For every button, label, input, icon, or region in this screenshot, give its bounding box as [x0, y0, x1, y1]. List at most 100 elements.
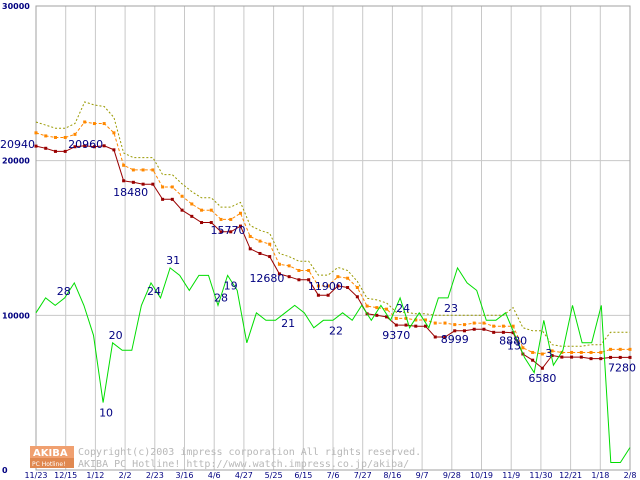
count-annotation: 20	[109, 329, 123, 342]
data-point-price	[579, 355, 583, 359]
data-point-price	[375, 313, 379, 317]
logo-box-bottom	[30, 458, 74, 468]
count-annotation: 3	[545, 347, 552, 360]
data-point-upper-orange	[161, 185, 165, 189]
data-point-price	[346, 285, 350, 289]
price-annotation: 20940	[0, 138, 35, 151]
data-point-upper-orange	[492, 324, 496, 328]
series-line-upper-orange	[35, 121, 630, 355]
data-point-upper-orange	[472, 321, 476, 325]
count-annotation: 23	[444, 302, 458, 315]
x-tick-label: 2/8	[624, 471, 637, 480]
count-annotation: 24	[396, 302, 410, 315]
data-point-upper-orange	[229, 217, 233, 221]
data-point-price	[599, 357, 603, 361]
count-annotation: 31	[166, 254, 180, 267]
data-point-price	[414, 324, 418, 328]
x-tick-label: 12/15	[54, 471, 77, 480]
data-point-upper-orange	[63, 135, 67, 139]
data-point-upper-orange	[44, 134, 48, 138]
data-point-price	[385, 315, 389, 319]
series-line-price	[35, 145, 630, 369]
y-tick-label: 10000	[2, 311, 30, 320]
grid	[35, 5, 631, 471]
data-point-upper-orange	[53, 135, 57, 139]
data-point-price	[394, 323, 398, 327]
data-point-upper-orange	[141, 168, 145, 172]
y-tick-label: 30000	[2, 2, 30, 11]
data-point-price	[170, 197, 174, 201]
data-point-price	[511, 331, 515, 335]
count-annotation: 13	[507, 339, 521, 352]
data-point-upper-orange	[531, 350, 535, 354]
data-point-price	[200, 221, 204, 225]
y-tick-label: 0	[2, 466, 8, 475]
x-tick-label: 12/21	[559, 471, 582, 480]
data-point-price	[268, 255, 272, 259]
data-point-price	[102, 144, 106, 148]
data-point-upper-orange	[346, 276, 350, 280]
count-annotation: 19	[224, 279, 238, 292]
data-point-price	[589, 357, 593, 361]
data-point-price	[404, 323, 408, 327]
data-point-upper-orange	[394, 316, 398, 320]
x-tick-label: 2/2	[119, 471, 132, 480]
data-point-price	[44, 146, 48, 150]
data-point-upper-orange	[151, 168, 155, 172]
x-tick-label: 11/23	[24, 471, 47, 480]
data-point-upper-orange	[170, 185, 174, 189]
price-annotation: 12680	[249, 272, 284, 285]
x-tick-label: 7/6	[327, 471, 340, 480]
data-point-price	[141, 182, 145, 186]
data-point-upper-orange	[287, 264, 291, 268]
data-point-upper-orange	[277, 262, 281, 266]
data-point-price	[472, 327, 476, 331]
data-point-upper-orange	[579, 350, 583, 354]
data-point-upper-orange	[112, 131, 116, 135]
data-point-upper-orange	[414, 318, 418, 322]
data-point-price	[462, 329, 466, 333]
price-annotation: 20960	[68, 138, 103, 151]
x-tick-label: 4/27	[235, 471, 253, 480]
logo-text: AKIBA	[33, 448, 68, 459]
data-point-upper-orange	[462, 323, 466, 327]
data-point-upper-orange	[122, 163, 126, 167]
data-point-upper-orange	[83, 120, 87, 124]
x-tick-label: 6/15	[294, 471, 312, 480]
count-annotation: 22	[329, 324, 343, 337]
plot-border	[35, 5, 631, 471]
data-point-upper-orange	[404, 316, 408, 320]
data-point-upper-orange	[570, 350, 574, 354]
price-annotation: 8880	[499, 335, 527, 348]
count-annotation: 10	[99, 407, 113, 420]
data-point-upper-orange	[443, 321, 447, 325]
data-point-upper-orange	[336, 275, 340, 279]
data-point-price	[277, 272, 281, 276]
data-point-upper-orange	[238, 211, 242, 215]
data-point-upper-orange	[307, 268, 311, 272]
data-point-price	[618, 355, 622, 359]
data-point-upper-orange	[618, 347, 622, 351]
x-tick-label: 5/25	[265, 471, 283, 480]
watermark: AKIBA PC Hotline! Copyright(c)2003 impre…	[30, 446, 421, 470]
data-point-upper-orange	[102, 122, 106, 126]
data-point-price	[297, 278, 301, 282]
data-point-upper-orange	[268, 242, 272, 246]
data-point-price	[482, 327, 486, 331]
x-tick-label: 3/16	[176, 471, 194, 480]
x-tick-label: 11/30	[529, 471, 552, 480]
data-point-price	[453, 329, 457, 333]
x-tick-label: 7/27	[354, 471, 372, 480]
data-point-price	[316, 293, 320, 297]
data-point-price	[560, 355, 564, 359]
count-annotation: 24	[147, 285, 161, 298]
data-point-upper-orange	[316, 284, 320, 288]
data-point-upper-orange	[297, 268, 301, 272]
x-tick-label: 9/7	[416, 471, 429, 480]
data-point-price	[424, 324, 428, 328]
price-annotation: 11900	[308, 280, 343, 293]
data-point-price	[161, 197, 165, 201]
data-point-upper-orange	[34, 131, 38, 135]
